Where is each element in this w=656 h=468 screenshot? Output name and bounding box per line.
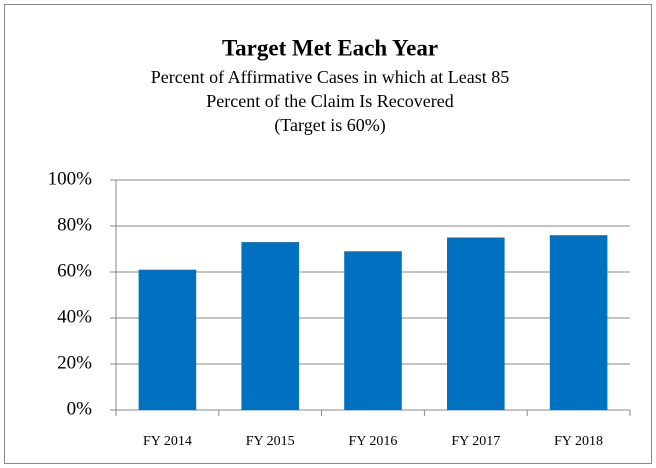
x-tick-label: FY 2017	[451, 434, 500, 449]
bar	[344, 251, 402, 410]
chart-title: Target Met Each Year	[222, 35, 438, 60]
y-tick-label: 20%	[57, 352, 92, 373]
bar	[138, 269, 197, 410]
x-tick-label: FY 2015	[246, 434, 295, 449]
chart-border	[4, 4, 652, 464]
chart-subtitle: Percent of the Claim Is Recovered	[206, 91, 453, 111]
y-tick-label: 80%	[57, 214, 92, 235]
chart-subtitle: (Target is 60%)	[274, 115, 385, 136]
y-tick-label: 100%	[48, 168, 93, 189]
y-tick-label: 60%	[57, 260, 92, 281]
bar	[241, 242, 299, 410]
chart-subtitle: Percent of Affirmative Cases in which at…	[151, 67, 510, 87]
x-tick-label: FY 2018	[554, 434, 603, 449]
y-tick-label: 0%	[67, 398, 93, 419]
x-tick-label: FY 2014	[143, 434, 192, 449]
bar	[447, 237, 505, 410]
bar	[549, 235, 608, 410]
x-tick-label: FY 2016	[349, 434, 398, 449]
y-tick-label: 40%	[57, 306, 92, 327]
